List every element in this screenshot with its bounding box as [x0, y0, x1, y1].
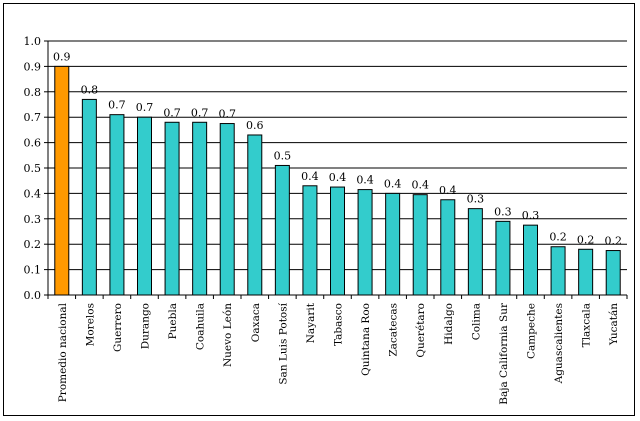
bar [412, 194, 428, 296]
category-label: Morelos [84, 303, 96, 346]
data-label: 0.4 [439, 184, 457, 197]
bar [495, 220, 511, 296]
bar [164, 121, 180, 296]
category-label: Campeche [526, 303, 538, 359]
bar [109, 114, 125, 296]
data-label: 0.2 [577, 233, 595, 246]
data-label: 0.7 [191, 106, 209, 119]
data-label: 0.4 [301, 170, 319, 183]
y-tick-label: 0.1 [24, 264, 42, 277]
data-label: 0.2 [604, 235, 622, 248]
bar [219, 123, 235, 296]
y-tick-label: 0.5 [24, 162, 42, 175]
bar [302, 185, 318, 296]
bar [137, 116, 152, 296]
bar [274, 164, 290, 296]
data-label: 0.4 [384, 177, 402, 190]
data-label: 0.7 [136, 101, 154, 114]
bar [192, 121, 208, 296]
data-label: 0.3 [467, 193, 485, 206]
chart-frame [3, 3, 635, 416]
bar [54, 65, 70, 296]
category-label: Tabasco [333, 303, 345, 346]
data-label: 0.7 [218, 108, 236, 121]
bar [81, 98, 97, 296]
y-tick-label: 0.4 [24, 187, 42, 200]
category-label: Quintana Roo [360, 303, 372, 376]
data-label: 0.4 [356, 174, 374, 187]
y-tick-label: 0.3 [24, 213, 42, 226]
category-label: Tlaxcala [581, 303, 593, 347]
data-label: 0.4 [329, 171, 347, 184]
bar [330, 186, 345, 296]
data-label: 0.8 [81, 83, 99, 96]
category-label: Durango [140, 303, 152, 349]
y-tick-label: 0.9 [24, 60, 42, 73]
y-tick-label: 0.7 [24, 111, 42, 124]
data-label: 0.9 [53, 50, 71, 63]
y-tick-label: 1.0 [24, 35, 42, 48]
y-tick-label: 0.6 [24, 137, 42, 150]
data-label: 0.7 [163, 106, 181, 119]
y-tick-label: 0.0 [24, 289, 42, 302]
category-label: Hidalgo [443, 303, 455, 345]
bar [578, 248, 594, 296]
data-label: 0.6 [246, 119, 264, 132]
category-label: Guerrero [112, 303, 124, 352]
data-label: 0.7 [108, 99, 126, 112]
category-label: Colima [470, 303, 482, 340]
category-label: Nuevo León [222, 303, 234, 367]
data-label: 0.3 [494, 205, 512, 218]
category-label: Zacatecas [388, 303, 400, 357]
bar [440, 199, 456, 296]
category-label: Aguascalientes [553, 303, 565, 384]
category-label: Puebla [167, 303, 179, 339]
bar [385, 192, 401, 296]
data-label: 0.3 [522, 209, 540, 222]
data-label: 0.4 [411, 179, 429, 192]
bar [467, 208, 483, 296]
bar [550, 246, 566, 296]
bar [357, 189, 373, 296]
y-tick-label: 0.2 [24, 238, 42, 251]
category-label: Promedio nacional [57, 302, 69, 402]
data-label: 0.2 [549, 231, 567, 244]
data-label: 0.5 [274, 149, 292, 162]
bar [523, 224, 538, 296]
category-label: San Luis Potosí [277, 302, 289, 384]
y-tick-label: 0.8 [24, 86, 42, 99]
category-label: Coahuila [195, 303, 207, 350]
category-label: Querétaro [415, 303, 427, 358]
bar [247, 134, 263, 296]
category-label: Yucatán [608, 303, 620, 346]
category-label: Oaxaca [250, 303, 262, 342]
bar [605, 250, 621, 296]
category-label: Nayarit [305, 302, 317, 343]
category-label: Baja California Sur [498, 302, 510, 405]
